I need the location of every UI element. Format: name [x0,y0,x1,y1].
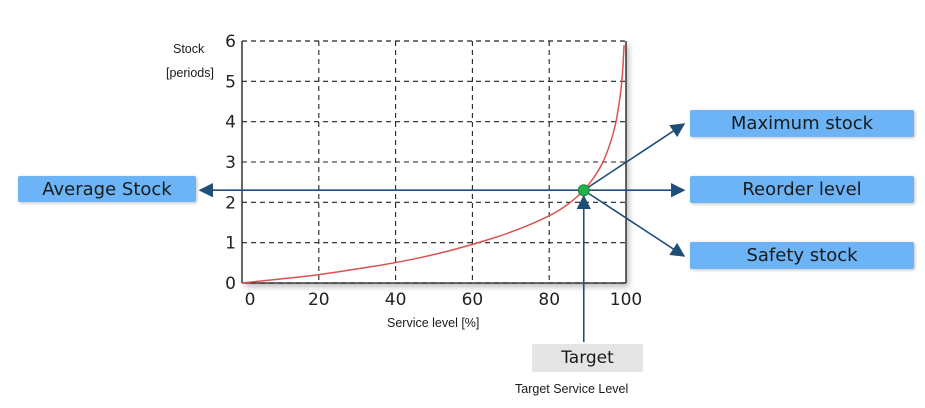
y-axis-label-line1: Stock [173,42,205,56]
y-tick-label: 3 [225,153,236,173]
reorder-level-label: Reorder level [690,176,914,203]
annotation-arrows [198,123,686,342]
x-tick-label: 80 [538,290,560,310]
x-axis-label: Service level [%] [387,316,480,330]
x-tick-label: 40 [385,290,407,310]
target-service-level-caption: Target Service Level [515,382,629,396]
y-tick-label: 2 [225,193,236,213]
y-tick-label: 0 [225,274,236,294]
y-axis-label-line2: [periods] [166,66,214,80]
average-stock-label: Average Stock [18,176,196,202]
x-tick-label: 20 [308,290,330,310]
tick-labels: 0 20 40 60 80 100 0 1 2 3 4 5 6 [225,32,642,310]
target-label: Target [532,344,643,372]
series-layer [241,44,625,284]
target-point [577,184,590,197]
series-line [241,44,625,284]
safety-stock-label: Safety stock [690,242,914,269]
arrow-to-safety-stock [583,189,686,257]
y-tick-label: 4 [225,113,236,133]
y-tick-label: 6 [225,32,236,52]
y-tick-label: 1 [225,234,236,254]
x-tick-label: 60 [462,290,484,310]
maximum-stock-label: Maximum stock [690,110,914,137]
x-tick-label: 0 [245,290,256,310]
arrow-to-maximum-stock [583,123,686,191]
y-tick-label: 5 [225,72,236,92]
target-point-layer [577,184,590,197]
x-tick-label: 100 [610,290,642,310]
